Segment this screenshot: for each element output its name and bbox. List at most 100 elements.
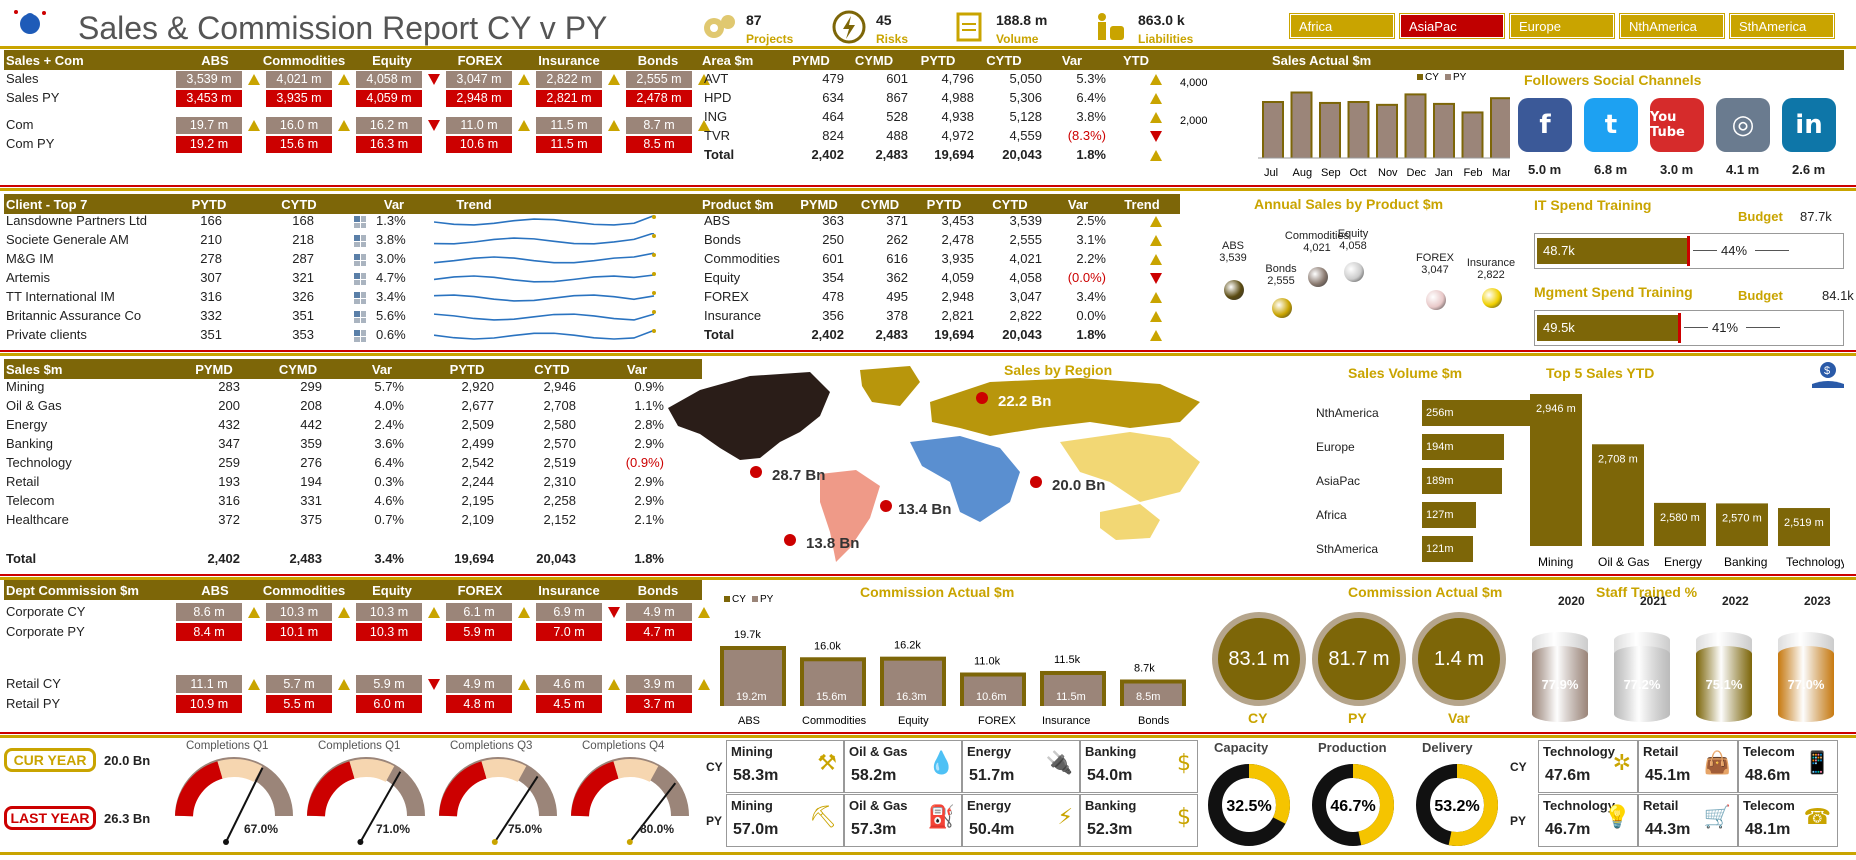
youtube-icon[interactable]: You Tube: [1650, 98, 1704, 152]
cell: 824: [822, 128, 844, 143]
cell: 2,402: [811, 327, 844, 342]
cell: Bonds: [704, 232, 741, 247]
cell: 528: [886, 109, 908, 124]
kpi-title: Oil & Gas: [849, 798, 908, 813]
value-cell: 11.1 m: [176, 675, 242, 693]
donut-value: 32.5%: [1226, 798, 1271, 815]
value-cell: 8.4 m: [176, 623, 242, 641]
sphere-marker: [1344, 262, 1364, 282]
value-cell: 2,555 m: [626, 71, 692, 88]
bar-py: [724, 650, 782, 706]
cell: Healthcare: [6, 512, 69, 527]
sphere-marker: [1426, 290, 1446, 310]
cell: 2,478: [941, 232, 974, 247]
region-button-nthamerica[interactable]: NthAmerica: [1619, 13, 1725, 39]
donut-fill: [1416, 764, 1498, 846]
sphere-label: Insurance: [1466, 257, 1516, 269]
bar: [1716, 503, 1768, 546]
up-arrow-icon: [338, 607, 350, 618]
kpi-value: 46.7m: [1545, 821, 1591, 838]
cell: 316: [200, 289, 222, 304]
circle-label: CY: [1248, 710, 1268, 726]
column-header: CYMD: [854, 52, 894, 68]
cell: 2,519: [543, 455, 576, 470]
donut-value: 46.7%: [1330, 798, 1375, 815]
cell: Insurance: [704, 308, 762, 323]
column-header: Product $m: [702, 196, 774, 212]
kpi-cell: Technology 46.7m 💡: [1538, 794, 1638, 847]
up-arrow-icon: [248, 607, 260, 618]
table-row: Societe Generale AM 210 218 3.8%: [4, 231, 702, 250]
kpi-title: Technology: [1543, 744, 1615, 759]
twitter-glyph: t: [1604, 110, 1618, 140]
kpi-title: Banking: [1085, 744, 1137, 759]
column-header: PYTD: [926, 196, 962, 212]
annual-sales-title: Annual Sales by Product $m: [1254, 196, 1444, 212]
cylinder-value: 77.2%: [1623, 676, 1661, 692]
twitter-icon[interactable]: t: [1584, 98, 1638, 152]
product-sphere: Insurance 2,822: [1456, 257, 1526, 281]
gauge-needle: [359, 771, 402, 843]
region-value: 13.4 Bn: [898, 501, 951, 518]
table-row: ABS 363 371 3,453 3,539 2.5%: [700, 212, 1180, 231]
bar-py: [1124, 683, 1182, 706]
value-cell: 11.0 m: [446, 117, 512, 134]
bar-value-cy: 11.5k: [1054, 654, 1081, 666]
product-sphere: FOREX 3,047: [1400, 252, 1470, 276]
bar-py: [1321, 103, 1339, 158]
cell: 3,047: [1009, 289, 1042, 304]
x-tick: Sep: [1321, 167, 1341, 179]
y-tick: 2,000: [1180, 115, 1208, 127]
column-header: CYMD: [278, 361, 318, 377]
cell: 19,694: [454, 551, 494, 566]
cell: 6.4%: [374, 455, 404, 470]
cell: 316: [218, 493, 240, 508]
cell: 307: [200, 270, 222, 285]
kpi-cell: Banking 54.0m $: [1080, 740, 1198, 793]
cell: 20,043: [536, 551, 576, 566]
volume-label: NthAmerica: [1316, 406, 1379, 420]
shopping-bag-icon: 👜: [1703, 751, 1731, 776]
region-button-europe[interactable]: Europe: [1509, 13, 1615, 39]
bar-py: [1349, 103, 1368, 158]
gauge-value: 80.0%: [640, 822, 675, 836]
region-button-sthamerica[interactable]: SthAmerica: [1729, 13, 1835, 39]
region-button-asiapac[interactable]: AsiaPac: [1399, 13, 1505, 39]
table-row: Total 2,402 2,483 19,694 20,043 1.8%: [700, 146, 1180, 165]
value-cell: 2,822 m: [536, 71, 602, 88]
gauge-mid: [349, 759, 395, 783]
followers-title: Followers Social Channels: [1524, 72, 1702, 88]
table-row: TT International IM 316 326 3.4%: [4, 288, 702, 307]
table-row: AVT 479 601 4,796 5,050 5.3%: [700, 70, 1180, 89]
grid-icon: [354, 292, 366, 304]
circle-value: 1.4 m: [1433, 647, 1485, 670]
kpi-title: Banking: [1085, 798, 1137, 813]
table-row: Energy 432 442 2.4% 2,509 2,580 2.8%: [4, 416, 702, 435]
kpi-title: Energy: [967, 798, 1012, 813]
legend-label: PY: [760, 594, 774, 605]
gauge-needle: [225, 767, 264, 843]
bar: [1654, 502, 1706, 546]
south-america-shape: [820, 470, 880, 562]
region-button-africa[interactable]: Africa: [1289, 13, 1395, 39]
cell: 4,021: [1009, 251, 1042, 266]
year-badge: CUR YEAR: [4, 748, 96, 772]
client-name: Private clients: [6, 327, 87, 342]
row-label: PY: [1510, 814, 1527, 828]
volume-bar: 127m: [1422, 502, 1476, 528]
cell: 2,402: [811, 147, 844, 162]
x-tick: Nov: [1378, 167, 1398, 179]
linkedin-icon[interactable]: in: [1782, 98, 1836, 152]
cell: 5,050: [1009, 71, 1042, 86]
mgmt-budget-label: Budget: [1738, 288, 1783, 303]
instagram-icon[interactable]: ◎: [1716, 98, 1770, 152]
cell: 2,483: [875, 147, 908, 162]
cell: 1.3%: [376, 213, 406, 228]
spend-pct: 41%: [1712, 320, 1739, 335]
facebook-icon[interactable]: f: [1518, 98, 1572, 152]
kpi-cell: Technology 47.6m ✲: [1538, 740, 1638, 793]
cell: 262: [886, 232, 908, 247]
cell: 283: [218, 379, 240, 394]
header-kpis: 87 Projects 45 Risks 188.8 m Volume 863.0 k Lia…: [700, 8, 1240, 48]
table-row: Equity 354 362 4,059 4,058 (0.0%): [700, 269, 1180, 288]
